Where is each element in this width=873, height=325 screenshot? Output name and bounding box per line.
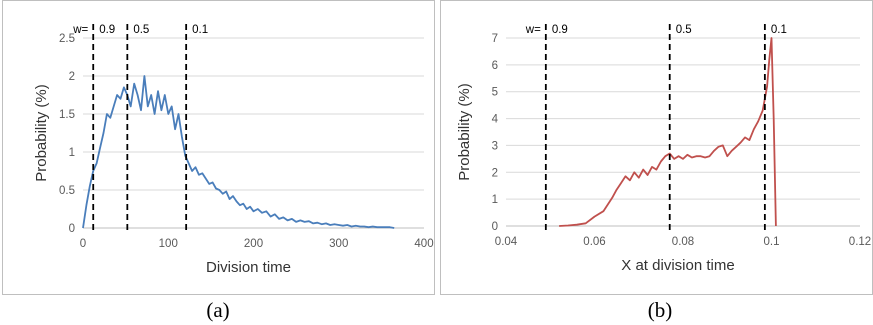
w-vline-label: 0.5 <box>133 24 149 36</box>
y-tick-label: 1 <box>492 194 498 206</box>
y-tick-label: 7 <box>492 33 498 45</box>
y-tick-label: 2 <box>69 71 75 83</box>
y-tick-label: 3 <box>492 140 498 152</box>
x-tick-label: 300 <box>329 238 348 250</box>
x-tick-label: 200 <box>244 238 263 250</box>
w-vline-label: 0.5 <box>676 24 692 36</box>
chart-frame <box>440 0 873 295</box>
w-prefix-label: w= <box>72 24 88 36</box>
w-vline-label: 0.1 <box>771 24 787 36</box>
x-tick-label: 0.12 <box>849 236 871 248</box>
x-tick-label: 0 <box>80 238 86 250</box>
x-tick-label: 0.1 <box>764 236 780 248</box>
w-vline-label: 0.9 <box>552 24 568 36</box>
x-axis-label: X at division time <box>621 257 734 274</box>
y-tick-label: 4 <box>492 114 499 126</box>
y-tick-label: 0 <box>492 221 498 233</box>
series-line <box>82 75 395 229</box>
y-tick-label: 5 <box>492 87 498 99</box>
x-tick-label: 400 <box>414 238 433 250</box>
w-vline-label: 0.9 <box>99 24 115 36</box>
panel-b: 0 1 2 3 4 5 6 7 0.04 0.06 0.08 0.1 0.12 X at division… <box>440 0 873 295</box>
chart-a: 0 0.5 1 1.5 2 2.5 0 100 200 300 400 Division time Pr… <box>2 0 435 295</box>
x-tick-label: 0.08 <box>672 236 694 248</box>
x-tick-label: 100 <box>159 238 178 250</box>
chart-frame <box>2 0 435 295</box>
y-tick-label: 0.5 <box>59 185 75 197</box>
y-tick-label: 6 <box>492 60 498 72</box>
y-tick-label: 0 <box>69 223 75 235</box>
caption-b: (b) <box>647 298 673 322</box>
y-axis-label: Probability (%) <box>456 83 473 181</box>
caption-a: (a) <box>206 298 230 322</box>
y-tick-label: 2.5 <box>59 33 75 45</box>
chart-b: 0 1 2 3 4 5 6 7 0.04 0.06 0.08 0.1 0.12 X at division… <box>440 0 873 295</box>
w-prefix-label: w= <box>525 24 541 36</box>
x-tick-label: 0.06 <box>583 236 605 248</box>
y-tick-label: 1.5 <box>59 109 75 121</box>
x-axis-label: Division time <box>206 259 291 276</box>
x-tick-label: 0.04 <box>495 236 518 248</box>
y-tick-label: 2 <box>492 167 498 179</box>
w-vline-label: 0.1 <box>192 24 208 36</box>
panel-a: 0 0.5 1 1.5 2 2.5 0 100 200 300 400 Division time Pr… <box>2 0 435 295</box>
y-axis-label: Probability (%) <box>33 84 50 182</box>
series-line <box>559 37 777 227</box>
y-tick-label: 1 <box>69 147 75 159</box>
